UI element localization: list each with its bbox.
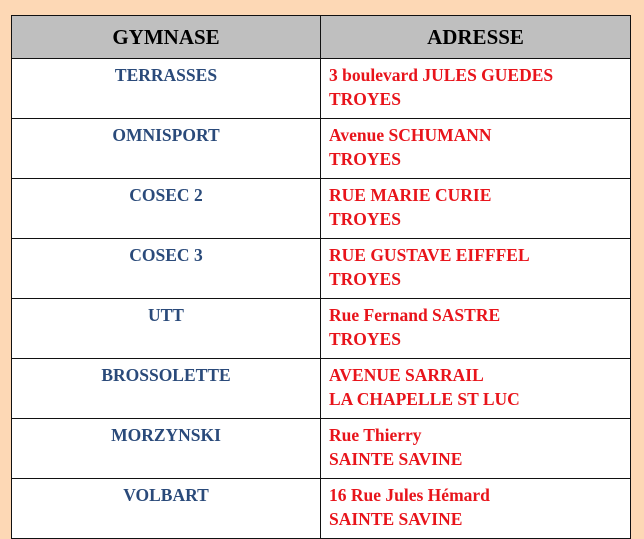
address-city: LA CHAPELLE ST LUC [329, 389, 520, 409]
address-city: TROYES [329, 89, 401, 109]
table-row: OMNISPORT Avenue SCHUMANN TROYES [11, 118, 631, 179]
gymnase-name: OMNISPORT [11, 118, 321, 179]
header-adresse: ADRESSE [320, 15, 631, 59]
table-row: MORZYNSKI Rue Thierry SAINTE SAVINE [11, 418, 631, 479]
gymnase-table: GYMNASE ADRESSE TERRASSES 3 boulevard JUL… [11, 15, 631, 539]
gymnase-address: RUE MARIE CURIE TROYES [320, 178, 631, 239]
address-street: Avenue SCHUMANN [329, 125, 492, 145]
address-street: RUE MARIE CURIE [329, 185, 492, 205]
address-street: 3 boulevard JULES GUEDES [329, 65, 554, 85]
table-row: VOLBART 16 Rue Jules Hémard SAINTE SAVINE [11, 478, 631, 539]
address-city: TROYES [329, 329, 401, 349]
table-row: UTT Rue Fernand SASTRE TROYES [11, 298, 631, 359]
address-city: TROYES [329, 149, 401, 169]
gymnase-address: Avenue SCHUMANN TROYES [320, 118, 631, 179]
address-street: Rue Thierry [329, 425, 422, 445]
gymnase-name: MORZYNSKI [11, 418, 321, 479]
gymnase-address: AVENUE SARRAIL LA CHAPELLE ST LUC [320, 358, 631, 419]
gymnase-name: UTT [11, 298, 321, 359]
address-city: SAINTE SAVINE [329, 449, 463, 469]
address-street: RUE GUSTAVE EIFFFEL [329, 245, 530, 265]
table-row: COSEC 3 RUE GUSTAVE EIFFFEL TROYES [11, 238, 631, 299]
address-city: TROYES [329, 209, 401, 229]
table-row: COSEC 2 RUE MARIE CURIE TROYES [11, 178, 631, 239]
header-row: GYMNASE ADRESSE [11, 15, 631, 59]
header-gymnase: GYMNASE [11, 15, 321, 59]
gymnase-name: COSEC 3 [11, 238, 321, 299]
gymnase-name: TERRASSES [11, 58, 321, 119]
gymnase-name: BROSSOLETTE [11, 358, 321, 419]
gymnase-name: VOLBART [11, 478, 321, 539]
gymnase-address: RUE GUSTAVE EIFFFEL TROYES [320, 238, 631, 299]
table-row: TERRASSES 3 boulevard JULES GUEDES TROYES [11, 58, 631, 119]
address-street: Rue Fernand SASTRE [329, 305, 501, 325]
address-city: TROYES [329, 269, 401, 289]
gymnase-address: Rue Thierry SAINTE SAVINE [320, 418, 631, 479]
gymnase-address: Rue Fernand SASTRE TROYES [320, 298, 631, 359]
address-city: SAINTE SAVINE [329, 509, 463, 529]
table-row: BROSSOLETTE AVENUE SARRAIL LA CHAPELLE ST … [11, 358, 631, 419]
gymnase-address: 3 boulevard JULES GUEDES TROYES [320, 58, 631, 119]
gymnase-address: 16 Rue Jules Hémard SAINTE SAVINE [320, 478, 631, 539]
address-street: 16 Rue Jules Hémard [329, 485, 490, 505]
address-street: AVENUE SARRAIL [329, 365, 484, 385]
gymnase-name: COSEC 2 [11, 178, 321, 239]
